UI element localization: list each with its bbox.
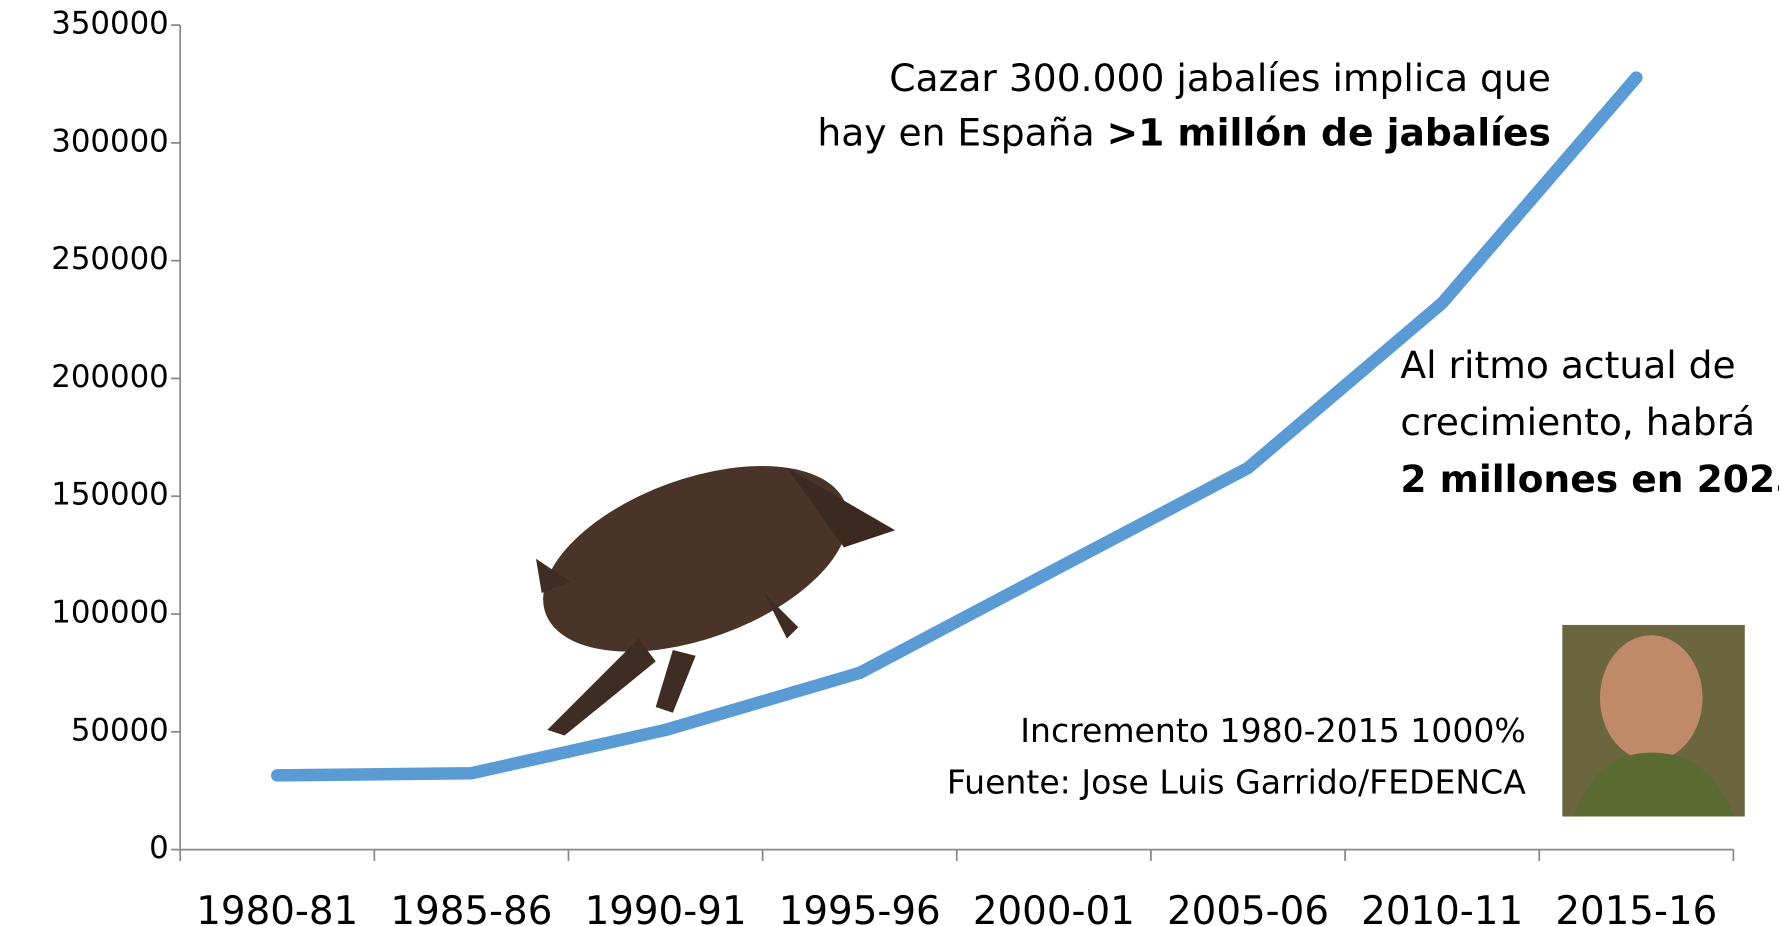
annotation-part: >1 millón de jabalíes bbox=[1107, 110, 1551, 154]
annotation: Fuente: Jose Luis Garrido/FEDENCA bbox=[947, 762, 1526, 801]
data-line bbox=[270, 71, 1643, 782]
x-tick-label: 2005-06 bbox=[1167, 889, 1329, 926]
annotation: Al ritmo actual de bbox=[1400, 343, 1735, 387]
annotation-part: Cazar 300.000 jabalíes implica que bbox=[889, 55, 1551, 99]
annotation-part: 2 millones en 2025 bbox=[1400, 457, 1779, 501]
y-tick-label: 300000 bbox=[51, 123, 169, 159]
annotation: hay en España >1 millón de jabalíes bbox=[817, 110, 1551, 154]
y-tick-label: 50000 bbox=[71, 712, 169, 748]
y-tick-label: 200000 bbox=[51, 359, 169, 395]
y-tick-label: 250000 bbox=[51, 241, 169, 277]
portrait-image bbox=[1562, 624, 1745, 817]
y-tick-label: 350000 bbox=[51, 6, 169, 42]
boar-image bbox=[535, 466, 896, 736]
x-tick-label: 2015-16 bbox=[1555, 889, 1717, 926]
annotation-part: crecimiento, habrá bbox=[1400, 400, 1755, 444]
x-tick-label: 1990-91 bbox=[585, 889, 747, 926]
x-tick-label: 1985-86 bbox=[390, 889, 552, 926]
annotation-part: Al ritmo actual de bbox=[1400, 343, 1735, 387]
annotation-part: Fuente: Jose Luis Garrido/FEDENCA bbox=[947, 762, 1526, 801]
y-tick-label: 100000 bbox=[51, 595, 169, 631]
x-tick-label: 1980-81 bbox=[196, 889, 358, 926]
x-tick-label: 1995-96 bbox=[779, 889, 941, 926]
y-tick-label: 150000 bbox=[51, 477, 169, 513]
annotation: crecimiento, habrá bbox=[1400, 400, 1755, 444]
annotation: Incremento 1980-2015 1000% bbox=[1020, 711, 1526, 750]
x-tick-label: 2000-01 bbox=[973, 889, 1135, 926]
annotation-part: hay en España bbox=[817, 110, 1106, 154]
annotation: Cazar 300.000 jabalíes implica que bbox=[889, 55, 1551, 99]
y-tick-label: 0 bbox=[149, 830, 169, 866]
x-tick-label: 2010-11 bbox=[1361, 889, 1523, 926]
annotation: 2 millones en 2025 bbox=[1400, 457, 1779, 501]
annotation-part: Incremento 1980-2015 1000% bbox=[1020, 711, 1526, 750]
